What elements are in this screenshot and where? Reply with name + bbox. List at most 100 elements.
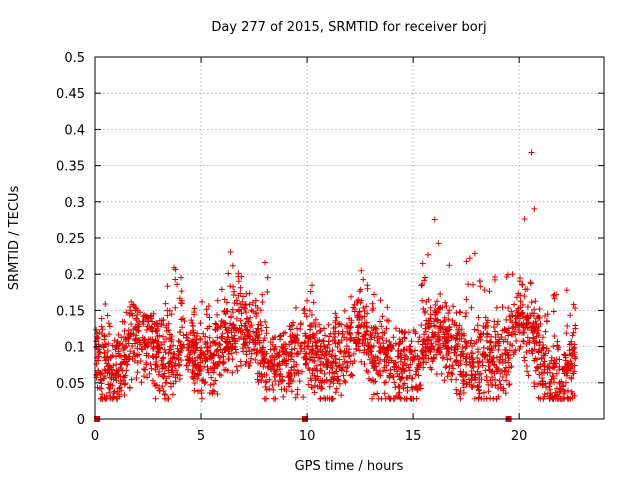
- data-point: [170, 342, 177, 349]
- data-point: [247, 323, 254, 330]
- data-point: [247, 314, 254, 321]
- data-point: [387, 370, 394, 377]
- data-point: [329, 353, 336, 360]
- data-point: [280, 393, 287, 400]
- data-point: [117, 384, 124, 391]
- data-point: [242, 302, 249, 309]
- data-point: [132, 324, 139, 331]
- data-point: [321, 379, 328, 386]
- data-point: [238, 304, 245, 311]
- data-point: [228, 329, 235, 336]
- data-point: [571, 362, 578, 369]
- data-point: [138, 379, 145, 386]
- data-point: [225, 270, 232, 277]
- data-point: [529, 350, 536, 357]
- data-point: [354, 312, 361, 319]
- data-point: [334, 376, 341, 383]
- data-point: [217, 354, 224, 361]
- data-point: [567, 365, 574, 372]
- data-point: [105, 320, 112, 327]
- data-point: [275, 361, 282, 368]
- data-point: [381, 390, 388, 397]
- data-point: [199, 395, 206, 402]
- data-point: [532, 338, 539, 345]
- data-point: [367, 332, 374, 339]
- data-point: [335, 321, 342, 328]
- data-point: [159, 383, 166, 390]
- data-point: [396, 384, 403, 391]
- data-point: [264, 274, 271, 281]
- data-point: [321, 332, 328, 339]
- data-point: [325, 338, 332, 345]
- x-tick-label: 5: [197, 429, 205, 444]
- data-point: [397, 358, 404, 365]
- data-point: [347, 358, 354, 365]
- data-point: [110, 394, 117, 401]
- data-point: [528, 149, 535, 156]
- data-point: [235, 273, 242, 280]
- data-point: [250, 328, 257, 335]
- data-point: [255, 359, 262, 366]
- data-point: [566, 341, 573, 348]
- data-point: [332, 328, 339, 335]
- data-point: [541, 352, 548, 359]
- data-point: [570, 346, 577, 353]
- data-point: [246, 333, 253, 340]
- data-point: [105, 362, 112, 369]
- data-point: [344, 359, 351, 366]
- data-point: [280, 351, 287, 358]
- data-point: [242, 361, 249, 368]
- data-point: [536, 306, 543, 313]
- data-point: [336, 320, 343, 327]
- data-point: [550, 343, 557, 350]
- data-point: [530, 312, 537, 319]
- data-point: [127, 348, 134, 355]
- data-point: [136, 341, 143, 348]
- data-point: [206, 334, 213, 341]
- data-point: [358, 267, 365, 274]
- data-point: [347, 324, 354, 331]
- data-point: [503, 316, 510, 323]
- data-point: [553, 392, 560, 399]
- data-point: [184, 337, 191, 344]
- data-point: [331, 375, 338, 382]
- data-point: [562, 379, 569, 386]
- data-point: [204, 339, 211, 346]
- data-point: [210, 359, 217, 366]
- data-point: [237, 317, 244, 324]
- data-point: [571, 353, 578, 360]
- data-point: [401, 334, 408, 341]
- data-point: [564, 322, 571, 329]
- data-point: [487, 395, 494, 402]
- data-point: [421, 338, 428, 345]
- data-point: [565, 361, 572, 368]
- data-point: [245, 332, 252, 339]
- data-point: [253, 309, 260, 316]
- data-point: [549, 395, 556, 402]
- data-point: [462, 313, 469, 320]
- data-point: [316, 383, 323, 390]
- data-point: [470, 358, 477, 365]
- data-point: [561, 370, 568, 377]
- data-point: [564, 387, 571, 394]
- data-point: [254, 304, 261, 311]
- data-point: [106, 331, 113, 338]
- data-point: [405, 329, 412, 336]
- data-point: [326, 341, 333, 348]
- data-point: [420, 347, 427, 354]
- data-point: [263, 324, 270, 331]
- data-point: [466, 255, 473, 262]
- data-point: [111, 337, 118, 344]
- data-point: [312, 350, 319, 357]
- data-point: [307, 334, 314, 341]
- data-point: [118, 334, 125, 341]
- data-point: [168, 338, 175, 345]
- data-point: [204, 356, 211, 363]
- data-point: [242, 301, 249, 308]
- data-point: [99, 370, 106, 377]
- data-point: [340, 353, 347, 360]
- data-point: [348, 319, 355, 326]
- data-point: [302, 333, 309, 340]
- y-tick-label: 0.3: [64, 196, 85, 211]
- data-point: [233, 297, 240, 304]
